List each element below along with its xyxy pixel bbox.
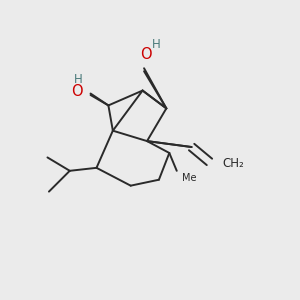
Text: CH₂: CH₂ bbox=[222, 157, 244, 170]
Text: O: O bbox=[71, 84, 83, 99]
Text: H: H bbox=[152, 38, 160, 51]
Text: H: H bbox=[74, 73, 83, 86]
Text: O: O bbox=[141, 47, 152, 62]
Text: Me: Me bbox=[182, 173, 196, 183]
